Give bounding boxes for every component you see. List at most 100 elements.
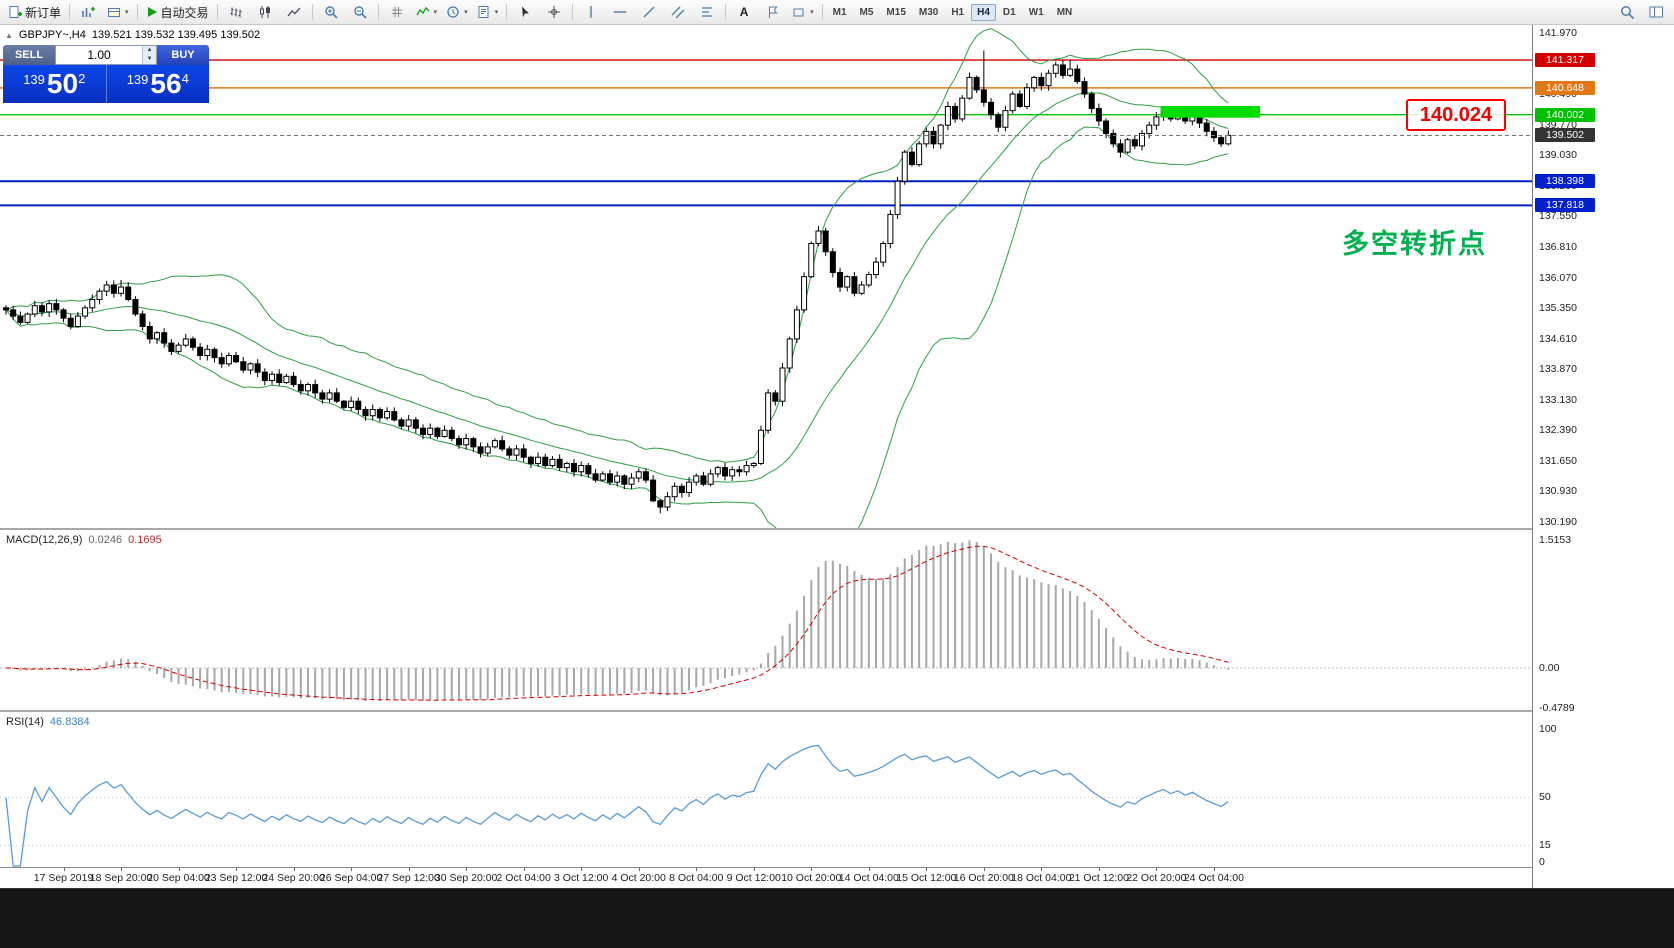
layout-button[interactable] <box>1642 1 1670 23</box>
rsi-label: RSI(14) 46.8384 <box>6 716 90 728</box>
search-button[interactable] <box>1613 1 1641 23</box>
time-tick <box>1213 868 1215 871</box>
buy-price-main: 139 <box>126 72 149 87</box>
volume-input[interactable] <box>56 46 142 64</box>
text-tool[interactable]: A <box>730 1 758 23</box>
time-tick-label: 18 Oct 04:00 <box>1011 872 1072 884</box>
time-axis[interactable]: 17 Sep 2019 18 Sep 20:00 20 Sep 04:00 23 Se… <box>0 868 1532 888</box>
chart-plus-icon <box>82 7 96 17</box>
price-annotation-box[interactable]: 140.024 <box>1406 99 1506 131</box>
time-tick <box>696 868 698 871</box>
profiles-button[interactable]: ▾ <box>103 1 133 23</box>
current-price-badge: 139.502 <box>1535 128 1595 143</box>
templates-button[interactable]: ▾ <box>473 1 503 23</box>
time-tick <box>811 868 813 871</box>
time-tick-label: 3 Oct 12:00 <box>554 872 609 884</box>
candlestick-chart-button[interactable] <box>251 1 279 23</box>
time-tick <box>1041 868 1043 871</box>
time-tick-label: 16 Oct 20:00 <box>953 872 1014 884</box>
grid-button[interactable] <box>383 1 411 23</box>
time-tick-label: 17 Sep 2019 <box>33 872 94 884</box>
symbol-header: ▲ GBPJPY~,H4 139.521 139.532 139.495 139… <box>5 29 260 41</box>
macd-pane[interactable] <box>0 530 1532 710</box>
shapes-tool[interactable]: ▾ <box>788 1 818 23</box>
zoom-out-button[interactable] <box>346 1 374 23</box>
timeframe-m30[interactable]: M30 <box>918 6 939 18</box>
collapse-panel-icon[interactable]: ▲ <box>5 30 13 40</box>
zoom-in-button[interactable] <box>317 1 345 23</box>
one-click-trading-panel: SELL ▲ ▼ BUY 139 50 2 139 56 4 <box>3 45 209 103</box>
price-chart-pane[interactable] <box>0 25 1532 528</box>
new-order-button[interactable]: 新订单 <box>4 1 65 23</box>
timeframe-w1[interactable]: W1 <box>1028 6 1044 18</box>
level-price-badge: 137.818 <box>1535 198 1595 213</box>
timeframe-d1[interactable]: D1 <box>1002 6 1016 18</box>
trendline-tool[interactable] <box>635 1 663 23</box>
time-tick-label: 18 Sep 20:00 <box>89 872 153 884</box>
buy-button[interactable]: BUY <box>157 45 209 65</box>
dropdown-arrow-icon: ▾ <box>125 9 129 16</box>
timeframe-h1[interactable]: H1 <box>951 6 965 18</box>
macd-value-signal: 0.1695 <box>128 534 162 546</box>
timeframe-m5[interactable]: M5 <box>859 6 874 18</box>
sell-price-frac: 2 <box>78 71 86 86</box>
periods-button[interactable]: ▾ <box>442 1 472 23</box>
price-tick-label: 133.130 <box>1539 393 1577 406</box>
new-chart-button[interactable] <box>74 1 102 23</box>
time-tick-label: 2 Oct 04:00 <box>496 872 551 884</box>
horizontal-line-tool[interactable] <box>606 1 634 23</box>
indicators-button[interactable]: ▾ <box>412 1 442 23</box>
price-tick-label: 141.970 <box>1539 27 1577 39</box>
label-tool[interactable] <box>759 1 787 23</box>
line-chart-button[interactable] <box>280 1 308 23</box>
channel-tool[interactable] <box>664 1 692 23</box>
autotrading-button[interactable]: 自动交易 <box>142 1 213 23</box>
pane-separator[interactable] <box>0 710 1674 712</box>
macd-label: MACD(12,26,9) 0.0246 0.1695 <box>6 534 162 546</box>
crosshair-button[interactable] <box>540 1 568 23</box>
time-tick <box>293 868 295 871</box>
sell-button[interactable]: SELL <box>3 45 55 65</box>
vertical-line-icon <box>590 6 592 18</box>
dropdown-arrow-icon: ▾ <box>494 9 499 16</box>
layout-icon <box>1649 6 1663 18</box>
line-chart-icon <box>287 7 301 17</box>
buy-price[interactable]: 139 56 4 <box>105 65 210 103</box>
timeframe-h4[interactable]: H4 <box>971 3 996 21</box>
rsi-pane[interactable] <box>0 712 1532 867</box>
time-tick-label: 20 Sep 04:00 <box>147 872 210 884</box>
price-tick-label: 130.190 <box>1539 516 1577 528</box>
clock-icon <box>447 6 459 18</box>
level-price-badge: 140.002 <box>1535 107 1595 122</box>
bar-chart-button[interactable] <box>222 1 250 23</box>
pane-separator[interactable] <box>0 528 1674 530</box>
time-tick <box>121 868 123 871</box>
timeframe-mn[interactable]: MN <box>1056 6 1073 18</box>
sell-price[interactable]: 139 50 2 <box>3 65 106 103</box>
turning-point-label[interactable]: 多空转折点 <box>1342 229 1487 259</box>
shapes-icon <box>793 8 804 17</box>
level-price-badge: 138.398 <box>1535 174 1595 189</box>
time-tick <box>983 868 985 871</box>
channel-icon <box>671 6 685 19</box>
rsi-title: RSI(14) <box>6 716 44 728</box>
price-axis[interactable]: 141.970141.230140.490139.770139.030138.2… <box>1533 25 1674 868</box>
toolbar-separator <box>572 4 574 20</box>
macd-scale-label: -0.4789 <box>1539 702 1575 714</box>
volume-increase-button[interactable]: ▲ <box>142 46 156 55</box>
time-tick <box>926 868 928 871</box>
cursor-icon <box>522 6 530 18</box>
time-tick <box>63 868 65 871</box>
vertical-line-tool[interactable] <box>577 1 605 23</box>
volume-decrease-button[interactable]: ▼ <box>142 55 156 64</box>
time-tick-label: 27 Sep 12:00 <box>377 872 440 884</box>
toolbar: 新订单 ▾ 自动交易 <box>0 0 1674 25</box>
cursor-button[interactable] <box>511 1 539 23</box>
toolbar-separator <box>725 4 727 20</box>
fibonacci-tool[interactable] <box>693 1 721 23</box>
autotrading-label: 自动交易 <box>160 5 209 20</box>
price-tick-label: 137.550 <box>1539 210 1577 223</box>
timeframe-m1[interactable]: M1 <box>832 6 847 18</box>
timeframe-m15[interactable]: M15 <box>886 6 906 18</box>
toolbar-separator <box>506 4 508 20</box>
